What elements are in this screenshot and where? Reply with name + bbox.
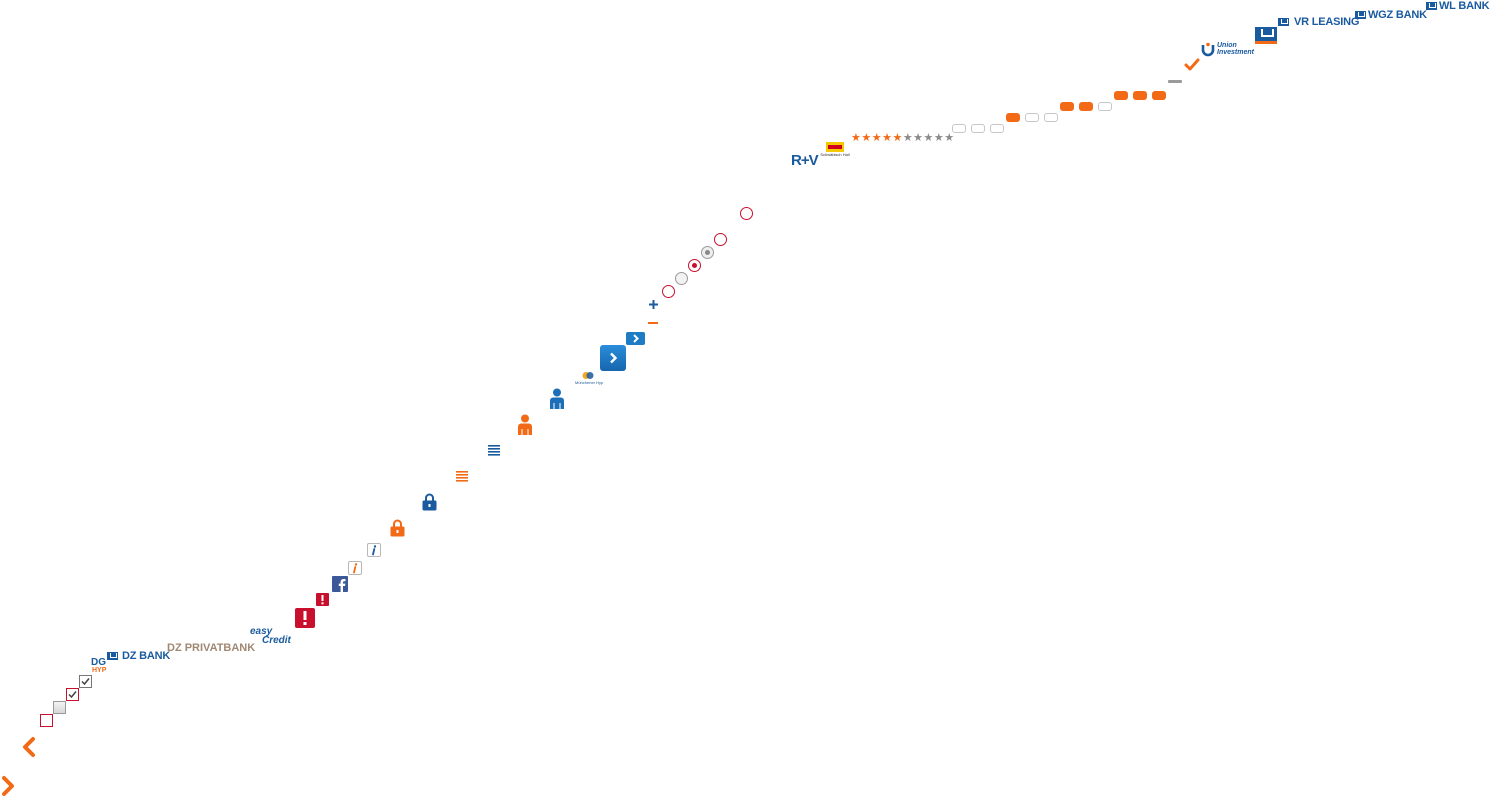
investment-label: Investment <box>1217 49 1254 56</box>
user-icon <box>549 388 565 409</box>
arrow-button-small[interactable] <box>626 332 645 345</box>
schwaebisch-hall-label: Schwäbisch Hall <box>820 152 850 157</box>
vr-bank-mark-icon <box>1278 18 1289 26</box>
radio-disabled-icon[interactable] <box>675 272 688 285</box>
pill-icon <box>1060 102 1074 111</box>
dz-bank-label: DZ BANK <box>122 650 171 662</box>
muenchener-hyp-label: Münchener Hyp <box>575 380 604 385</box>
schwaebisch-hall-logo: Schwäbisch Hall <box>818 142 852 157</box>
union-investment-logo: Union Investment <box>1201 42 1254 57</box>
easycredit-logo: easy Credit <box>250 626 291 646</box>
checkbox-checked-icon[interactable] <box>79 675 92 688</box>
warning-icon <box>316 593 329 606</box>
vr-bank-mark-icon <box>1355 11 1366 19</box>
vr-leasing-label: VR LEASING <box>1294 16 1360 28</box>
wgz-bank-logo: WGZ BANK <box>1355 9 1427 21</box>
pill-icon <box>1044 113 1058 122</box>
checkmark-icon <box>1184 58 1200 72</box>
pill-icon <box>971 124 985 133</box>
easycredit-label-2: Credit <box>262 635 291 646</box>
pill-icon <box>1025 113 1039 122</box>
list-icon[interactable] <box>488 445 500 456</box>
vr-bank-large-logo <box>1255 27 1277 49</box>
union-label: Union <box>1217 42 1237 49</box>
pill-icon <box>1079 102 1093 111</box>
dz-privatbank-logo: DZ PRIVATBANK <box>167 642 256 654</box>
info-icon[interactable] <box>348 561 362 575</box>
lock-icon <box>390 519 405 537</box>
radio-icon[interactable] <box>662 285 675 298</box>
chevron-right-icon <box>610 352 618 364</box>
star-rating: ★★★★★★★★★★ <box>851 131 955 144</box>
facebook-icon[interactable] <box>332 576 348 592</box>
radio-icon[interactable] <box>714 233 727 246</box>
warning-icon <box>295 608 315 628</box>
schwaebisch-hall-house-icon <box>826 142 844 152</box>
checkbox-empty-icon[interactable] <box>40 714 53 727</box>
dg-label: DG <box>91 657 106 668</box>
pill-icon <box>952 124 966 133</box>
muenchener-hyp-mark-icon <box>582 372 594 379</box>
pill-icon <box>1098 102 1112 111</box>
checkbox-checked-icon[interactable] <box>66 688 79 701</box>
dz-bank-logo: DZ BANK <box>107 650 170 662</box>
union-investment-mark-icon <box>1201 42 1215 57</box>
muenchener-hyp-logo: Münchener Hyp <box>575 371 604 385</box>
rating-stars-empty: ★★★★★ <box>902 132 955 144</box>
radio-selected-icon[interactable] <box>688 259 701 272</box>
info-icon[interactable] <box>367 543 381 557</box>
minus-icon[interactable] <box>648 322 658 324</box>
vr-bank-mark-icon <box>107 652 118 660</box>
lock-icon <box>422 493 437 511</box>
dash-icon <box>1168 80 1182 83</box>
pill-icon <box>990 124 1004 133</box>
rv-logo: R+V <box>791 152 819 169</box>
chevron-right-icon[interactable] <box>0 776 16 796</box>
pill-icon <box>1133 91 1147 100</box>
wgz-bank-label: WGZ BANK <box>1368 9 1427 21</box>
hyp-label: HYP <box>92 667 107 674</box>
list-icon[interactable] <box>456 471 468 482</box>
radio-icon[interactable] <box>740 207 753 220</box>
vr-leasing-logo: VR LEASING <box>1278 16 1359 28</box>
rating-stars-filled: ★★★★★ <box>851 132 903 144</box>
vr-bank-mark-icon <box>1426 2 1437 10</box>
pill-icon <box>1152 91 1166 100</box>
chevron-right-icon <box>633 334 639 343</box>
plus-icon[interactable] <box>648 299 659 310</box>
checkbox-disabled-icon[interactable] <box>53 701 66 714</box>
pill-icon <box>1006 113 1020 122</box>
pill-icon <box>1114 91 1128 100</box>
chevron-left-icon[interactable] <box>21 737 37 757</box>
radio-disabled-selected-icon[interactable] <box>701 246 714 259</box>
vr-bank-mark-icon <box>1255 27 1277 44</box>
wl-bank-label: WL BANK <box>1439 0 1490 12</box>
arrow-button-large[interactable] <box>600 345 626 371</box>
user-icon <box>517 414 533 435</box>
wl-bank-logo: WL BANK <box>1426 0 1490 12</box>
dg-hyp-logo: DG HYP <box>91 657 107 675</box>
easycredit-label-1: easy <box>250 626 273 637</box>
